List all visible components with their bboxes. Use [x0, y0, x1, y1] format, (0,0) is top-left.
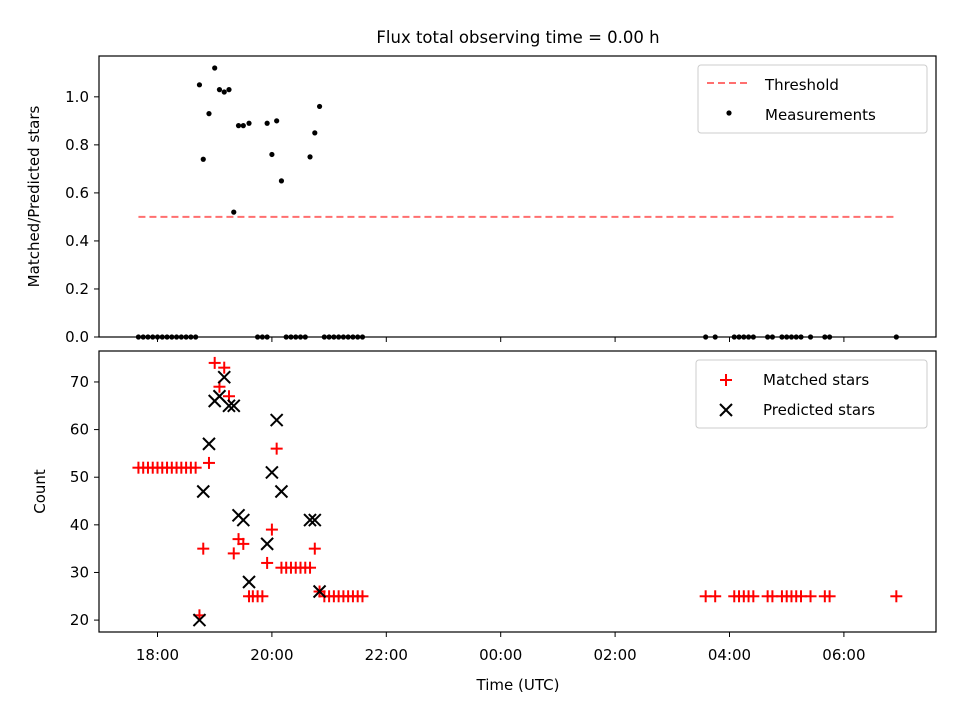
top-axes-frame	[98, 55, 937, 338]
bottom-y-ticks: 20 30 40 50 60 70	[70, 373, 99, 629]
measurement-point	[206, 111, 212, 117]
bottom-legend-box	[695, 359, 928, 429]
measurement-point	[221, 89, 227, 95]
matched-star-point	[804, 590, 817, 603]
bottom-y-tick-label: 30	[70, 563, 89, 581]
measurement-point	[246, 120, 252, 126]
top-y-axis-label: Matched/Predicted stars	[25, 106, 43, 288]
bottom-y-tick-label: 40	[70, 516, 89, 534]
top-y-ticks: 0.0 0.2 0.4 0.6 0.8 1.0	[65, 88, 99, 346]
matched-star-point	[189, 461, 202, 474]
bottom-y-tick-label: 20	[70, 611, 89, 629]
bottom-x-tick-label: 02:00	[593, 646, 636, 664]
measurement-point	[235, 123, 242, 129]
measurement-point	[240, 123, 246, 129]
matched-star-point	[261, 556, 274, 569]
matched-star-point	[265, 523, 278, 536]
measurement-point	[316, 103, 323, 110]
measurement-point	[200, 156, 206, 162]
measurement-point	[278, 178, 285, 184]
bottom-axes: 20 30 40 50 60 70 18:00 20:00 22:00 00:00 02:00 04…	[31, 350, 937, 694]
predicted-star-point	[217, 370, 231, 384]
top-y-tick-label: 0.8	[65, 136, 89, 154]
predicted-star-point	[192, 613, 207, 627]
bottom-x-tick-label: 20:00	[250, 646, 293, 664]
predicted-star-point	[242, 575, 256, 589]
predicted-star-point	[269, 413, 284, 427]
bottom-y-tick-label: 70	[70, 373, 89, 391]
matched-star-point	[747, 590, 760, 603]
matched-star-point	[202, 456, 215, 469]
matched-star-point	[823, 590, 836, 603]
measurement-point	[312, 130, 318, 136]
predicted-star-point	[303, 513, 317, 527]
bottom-y-tick-label: 50	[70, 468, 89, 486]
legend-threshold-label: Threshold	[764, 76, 839, 94]
matched-star-point	[709, 590, 722, 603]
top-legend: Threshold Measurements	[697, 64, 928, 134]
matched-star-point	[197, 542, 210, 555]
measurement-point	[216, 87, 223, 93]
bottom-x-ticks: 18:00 20:00 22:00 00:00 02:00 04:00 06:00	[136, 632, 866, 664]
bottom-data-layer	[132, 356, 903, 627]
measurement-point	[274, 118, 280, 124]
predicted-star-point	[312, 584, 327, 599]
bottom-axes-frame	[98, 350, 937, 633]
bottom-y-tick-label: 60	[70, 421, 89, 439]
legend-predicted-swatch	[719, 403, 733, 417]
top-y-tick-label: 0.4	[65, 232, 89, 250]
measurement-point	[269, 151, 275, 158]
measurement-point	[212, 65, 218, 71]
bottom-x-tick-label: 22:00	[365, 646, 408, 664]
matched-star-point	[308, 542, 321, 555]
measurement-point	[196, 82, 203, 88]
legend-matched-swatch	[720, 374, 732, 386]
bottom-x-tick-label: 00:00	[479, 646, 522, 664]
matched-star-point	[218, 361, 231, 374]
matched-star-point	[304, 561, 317, 574]
top-y-tick-label: 0.6	[65, 184, 89, 202]
top-axes: 0.0 0.2 0.4 0.6 0.8 1.0 Matched/Predicted sta…	[25, 55, 937, 346]
bottom-x-tick-label: 06:00	[822, 646, 865, 664]
legend-measurements-label: Measurements	[765, 106, 876, 124]
predicted-star-point	[196, 484, 210, 499]
bottom-x-axis-label: Time (UTC)	[476, 676, 560, 694]
top-legend-box	[697, 64, 928, 134]
matched-star-point	[227, 547, 240, 560]
matched-star-point	[237, 537, 250, 550]
bottom-x-tick-label: 04:00	[708, 646, 751, 664]
matched-star-point	[270, 442, 283, 455]
figure-title: Flux total observing time = 0.00 h	[376, 28, 659, 47]
predicted-star-point	[265, 465, 279, 480]
matched-star-point	[208, 356, 221, 369]
predicted-star-point	[202, 437, 216, 451]
top-y-tick-label: 0.2	[65, 280, 89, 298]
legend-matched-label: Matched stars	[763, 371, 869, 389]
matched-star-point	[890, 590, 903, 603]
predicted-star-point	[227, 399, 241, 413]
predicted-star-point	[260, 537, 274, 551]
matched-star-point	[256, 590, 269, 603]
measurement-point	[231, 209, 237, 215]
bottom-y-axis-label: Count	[31, 469, 49, 514]
predicted-star-point	[236, 513, 251, 527]
measurement-point	[264, 120, 270, 126]
bottom-legend: Matched stars Predicted stars	[695, 359, 928, 429]
top-x-ticks	[157, 337, 845, 342]
top-y-tick-label: 0.0	[65, 328, 89, 346]
predicted-star-point	[274, 484, 289, 499]
legend-measurements-swatch	[726, 110, 732, 116]
top-y-tick-label: 1.0	[65, 88, 89, 106]
predicted-star-point	[308, 513, 322, 527]
legend-predicted-label: Predicted stars	[763, 401, 875, 419]
predicted-star-point	[222, 399, 236, 413]
bottom-x-tick-label: 18:00	[136, 646, 179, 664]
matched-star-point	[356, 590, 369, 603]
measurement-point	[307, 154, 313, 160]
measurement-point	[226, 87, 232, 93]
